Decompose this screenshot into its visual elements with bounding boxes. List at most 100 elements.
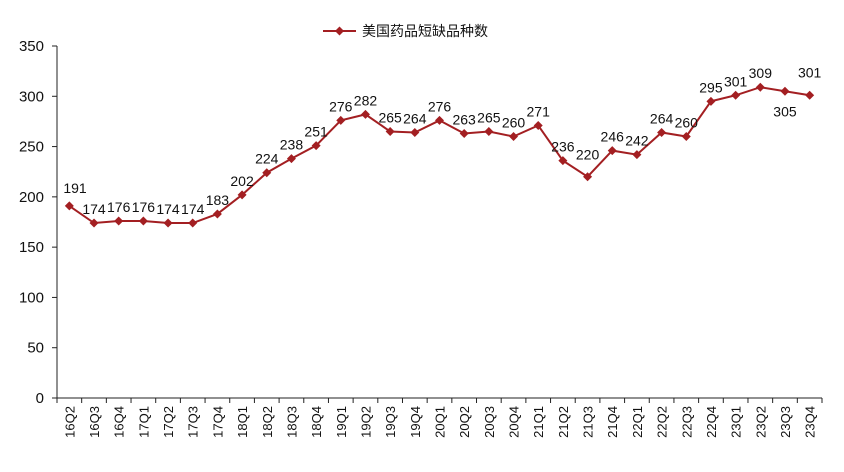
y-tick-label: 100	[19, 289, 44, 306]
data-label: 183	[206, 192, 230, 208]
y-tick-label: 150	[19, 239, 44, 256]
data-point	[780, 86, 790, 96]
data-label: 276	[329, 98, 353, 114]
x-tick-label: 16Q3	[87, 406, 102, 438]
x-tick-label: 23Q2	[753, 406, 768, 438]
data-label: 260	[675, 115, 699, 131]
x-tick-label: 16Q2	[62, 406, 77, 438]
x-tick-label: 18Q3	[284, 406, 299, 438]
data-point	[533, 120, 543, 130]
data-point	[262, 168, 272, 178]
data-label: 176	[132, 199, 156, 215]
data-point	[286, 154, 296, 164]
x-tick-label: 21Q3	[581, 406, 596, 438]
data-label: 295	[699, 79, 723, 95]
y-tick-label: 350	[19, 38, 44, 55]
data-point	[632, 150, 642, 160]
data-point	[731, 90, 741, 100]
x-tick-label: 20Q3	[482, 406, 497, 438]
y-axis-ticks: 0 50 100 150 200 250 300 350	[19, 38, 57, 407]
data-label: 264	[403, 110, 427, 126]
data-point	[706, 96, 716, 106]
data-point	[385, 126, 395, 136]
x-tick-label: 19Q1	[334, 406, 349, 438]
x-tick-label: 17Q2	[161, 406, 176, 438]
data-label: 301	[724, 73, 748, 89]
data-point	[435, 115, 444, 125]
x-tick-label: 22Q1	[630, 406, 645, 438]
data-label: 174	[82, 201, 106, 217]
data-point	[188, 218, 198, 228]
data-point	[89, 218, 99, 228]
x-tick-label: 21Q4	[605, 406, 620, 438]
y-tick-label: 300	[19, 88, 44, 105]
data-label: 265	[378, 109, 402, 125]
data-label: 301	[798, 64, 822, 80]
data-label: 264	[650, 110, 674, 126]
x-tick-label: 17Q3	[186, 406, 201, 438]
x-tick-label: 16Q4	[112, 406, 127, 438]
data-label: 260	[502, 115, 526, 131]
x-tick-label: 19Q3	[383, 406, 398, 438]
y-tick-label: 0	[36, 390, 44, 407]
data-label: 251	[304, 124, 328, 140]
data-point	[64, 201, 74, 211]
data-point	[805, 90, 815, 100]
data-point	[681, 132, 691, 142]
data-label: 174	[181, 201, 205, 217]
data-label: 220	[576, 147, 600, 163]
legend-label: 美国药品短缺品种数	[362, 23, 488, 39]
data-point	[163, 218, 173, 228]
data-point	[410, 127, 420, 137]
data-label: 202	[230, 173, 254, 189]
x-tick-label: 23Q3	[778, 406, 793, 438]
data-label: 242	[625, 133, 649, 149]
legend-marker	[335, 26, 344, 36]
data-point	[311, 141, 321, 151]
legend: 美国药品短缺品种数	[323, 23, 488, 39]
y-tick-label: 200	[19, 189, 44, 206]
data-point	[138, 216, 148, 226]
data-label: 305	[773, 103, 797, 119]
x-axis-ticks: 16Q2 16Q3 16Q4 17Q1 17Q2 17Q3 17Q4 18Q1 18Q2 18Q3…	[56, 398, 823, 438]
data-label: 174	[156, 201, 180, 217]
x-tick-label: 22Q4	[704, 406, 719, 438]
x-tick-label: 18Q2	[260, 406, 275, 438]
x-tick-label: 18Q1	[235, 406, 250, 438]
x-tick-label: 17Q4	[210, 406, 225, 438]
data-label: 236	[551, 139, 575, 155]
data-point	[212, 209, 222, 219]
data-label: 246	[601, 129, 625, 145]
x-tick-label: 20Q2	[457, 406, 472, 438]
data-point	[755, 82, 765, 92]
data-label: 276	[428, 98, 452, 114]
x-tick-label: 18Q4	[309, 406, 324, 438]
data-point	[336, 115, 346, 125]
data-label: 265	[477, 109, 501, 125]
series-markers	[64, 82, 815, 228]
data-point	[360, 109, 370, 119]
data-label: 282	[354, 92, 378, 108]
x-tick-label: 23Q4	[803, 406, 818, 438]
data-point	[459, 128, 469, 138]
x-tick-label: 20Q4	[507, 406, 522, 438]
data-point	[114, 216, 124, 226]
y-tick-label: 50	[27, 340, 44, 357]
x-tick-label: 21Q1	[531, 406, 546, 438]
x-tick-label: 22Q2	[655, 406, 670, 438]
data-label: 176	[107, 199, 131, 215]
y-tick-label: 250	[19, 139, 44, 156]
x-tick-label: 22Q3	[679, 406, 694, 438]
data-point	[607, 146, 617, 156]
data-point	[237, 190, 247, 200]
data-label: 238	[280, 137, 304, 153]
data-label: 191	[63, 180, 87, 196]
x-tick-label: 20Q1	[433, 406, 448, 438]
data-point	[484, 126, 494, 136]
data-point	[558, 156, 568, 166]
data-point	[583, 172, 593, 182]
data-label: 224	[255, 151, 279, 167]
